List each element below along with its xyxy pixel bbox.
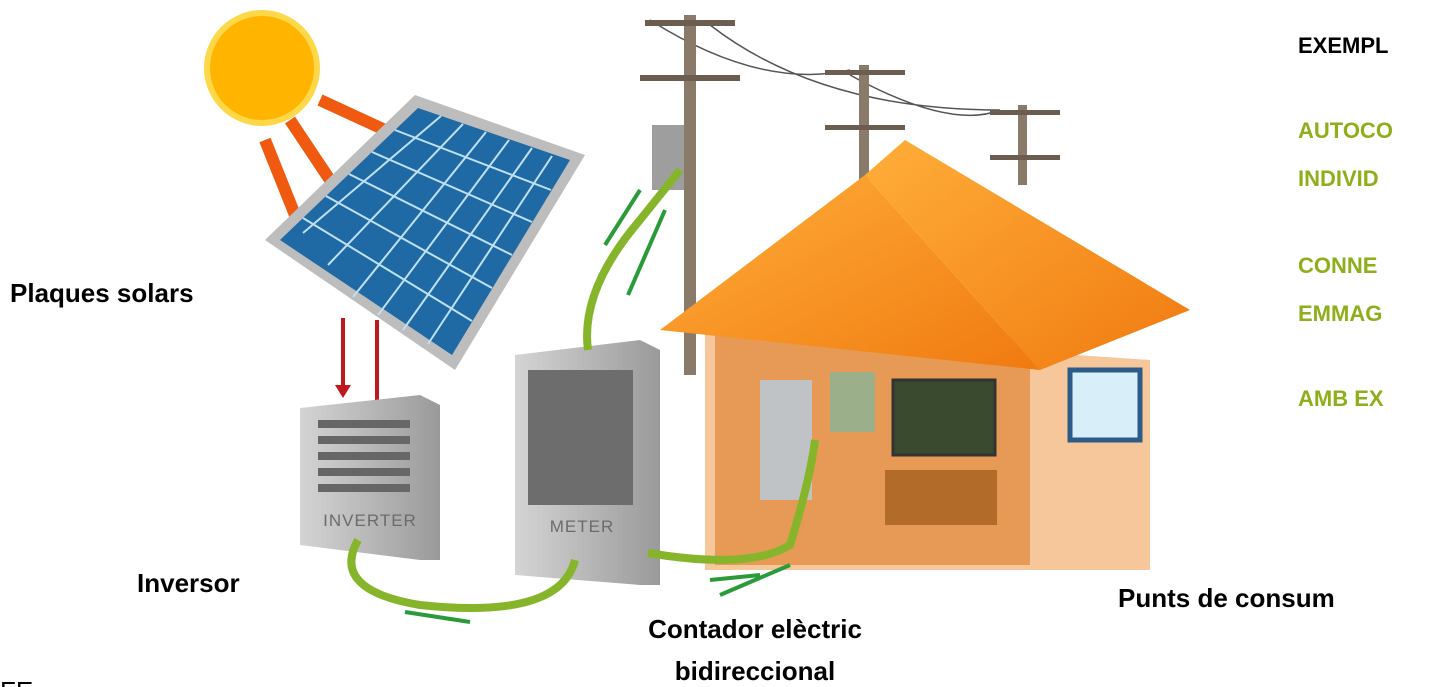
side-item: INDIVID [1298,166,1379,191]
meter-label: Contador elèctric [648,614,862,644]
labels: EXEMPL AUTOCO INDIVID CONNE EMMAG AMB EX… [0,33,1393,687]
panels-label: Plaques solars [10,278,194,308]
side-item: EMMAG [1298,301,1382,326]
side-title: EXEMPL [1298,33,1388,58]
side-item: CONNE [1298,253,1377,278]
meter-label: bidireccional [675,656,835,686]
device-label: INVERTER [323,511,417,530]
device-label: METER [550,517,615,536]
side-item: AMB EX [1298,386,1384,411]
consumption-label: Punts de consum [1118,583,1335,613]
inverter-label: Inversor [137,568,240,598]
corner-text: FE [0,676,33,687]
side-item: AUTOCO [1298,118,1393,143]
illustration [207,13,1190,622]
slide: EXEMPL AUTOCO INDIVID CONNE EMMAG AMB EX… [0,0,1432,687]
